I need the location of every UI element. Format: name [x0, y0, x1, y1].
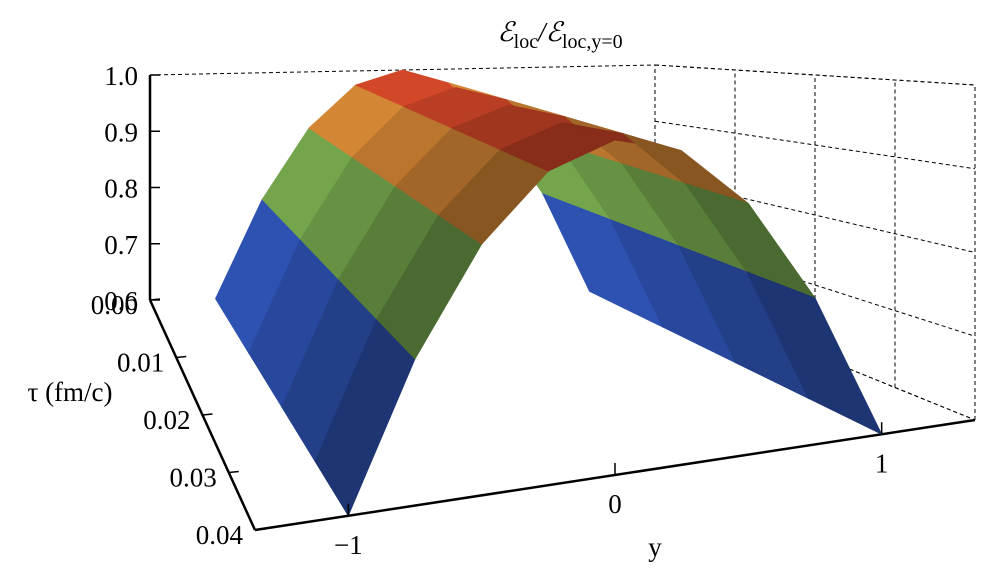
grid-line — [654, 64, 976, 86]
z-tick-label: 1.0 — [104, 61, 138, 91]
z-tick-label: 0.8 — [104, 174, 138, 204]
x-axis-label: y — [648, 532, 662, 562]
chart-title: ℰloc/ℰloc,y=0 — [497, 17, 622, 52]
tau-tick — [202, 413, 213, 416]
title-part: loc,y=0 — [562, 31, 623, 53]
tau-tick — [176, 355, 187, 359]
z-tick-label: 0.7 — [104, 230, 138, 260]
tau-tick-label: 0.04 — [196, 520, 244, 550]
x-tick-label: 1 — [875, 448, 889, 478]
z-tick-label: 0.9 — [104, 117, 138, 147]
surface-patch — [746, 271, 883, 436]
tau-tick — [254, 528, 266, 531]
tau-tick-label: 0.01 — [117, 348, 164, 378]
z-tick-label: 0.6 — [104, 286, 138, 316]
tau-tick-label: 0.02 — [143, 405, 190, 435]
tau-tick — [228, 470, 239, 474]
tau-tick — [149, 298, 161, 301]
x-tick-label: −1 — [334, 530, 363, 560]
x-tick-label: 0 — [608, 489, 622, 519]
tau-tick-label: 0.03 — [170, 463, 217, 493]
title-part: ℰ — [497, 17, 516, 47]
title-part: loc — [514, 31, 539, 53]
title-part: /ℰ — [536, 17, 565, 47]
tau-tick-label: 0.00 — [91, 290, 138, 320]
tau-axis-label: τ (fm/c) — [27, 377, 112, 407]
